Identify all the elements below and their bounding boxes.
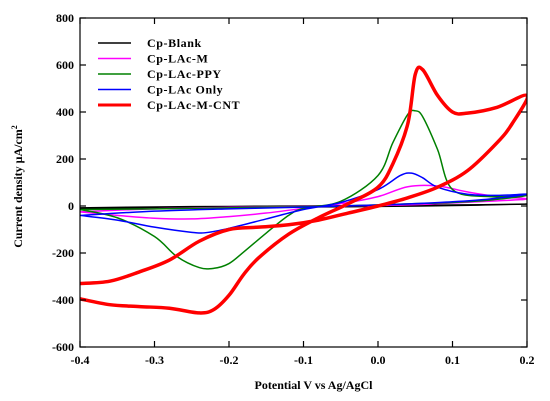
legend-label-cp-lac-ppy: Cp-LAc-PPY (147, 67, 222, 81)
y-tick-label: -600 (52, 340, 74, 354)
curves-layer (80, 65, 527, 315)
series-line-cp-lac-m-cnt (80, 65, 527, 315)
legend-label-cp-lac-only: Cp-LAc Only (147, 83, 223, 97)
x-tick-label: 0.1 (445, 353, 460, 367)
y-tick-label: 600 (56, 58, 74, 72)
y-tick-label: 0 (68, 199, 74, 213)
y-tick-label: -400 (52, 293, 74, 307)
y-tick-label: -200 (52, 246, 74, 260)
y-tick-labels: -600 -400 -200 0 200 400 600 800 (52, 11, 74, 354)
legend: Cp-Blank Cp-LAc-MCp-LAc-PPY Cp-LAc OnlyCp-… (98, 36, 240, 112)
legend-label-cp-lac-m: Cp-LAc-M (147, 52, 208, 66)
y-tick-label: 800 (56, 11, 74, 25)
y-tick-label: 400 (56, 105, 74, 119)
y-axis-title-main: Current density μA/cm (11, 129, 25, 248)
x-tick-label: 0.2 (520, 353, 535, 367)
x-tick-label: 0.0 (371, 353, 386, 367)
legend-label-cp-blank: Cp-Blank (147, 36, 202, 50)
x-axis-title: Potential V vs Ag/AgCl (255, 378, 374, 392)
x-tick-label: -0.4 (71, 353, 90, 367)
y-tick-label: 200 (56, 152, 74, 166)
legend-label-cp-lac-m-cnt: Cp-LAc-M-CNT (147, 98, 240, 112)
y-axis-title-superscript: 2 (10, 125, 19, 129)
x-tick-label: -0.1 (294, 353, 313, 367)
x-tick-label: -0.2 (220, 353, 239, 367)
y-axis-title: Current density μA/cm2 (10, 125, 25, 248)
x-tick-labels: -0.4 -0.3 -0.2 -0.1 0.0 0.1 0.2 (71, 353, 535, 367)
tick-layer (79, 17, 528, 348)
x-tick-label: -0.3 (145, 353, 164, 367)
